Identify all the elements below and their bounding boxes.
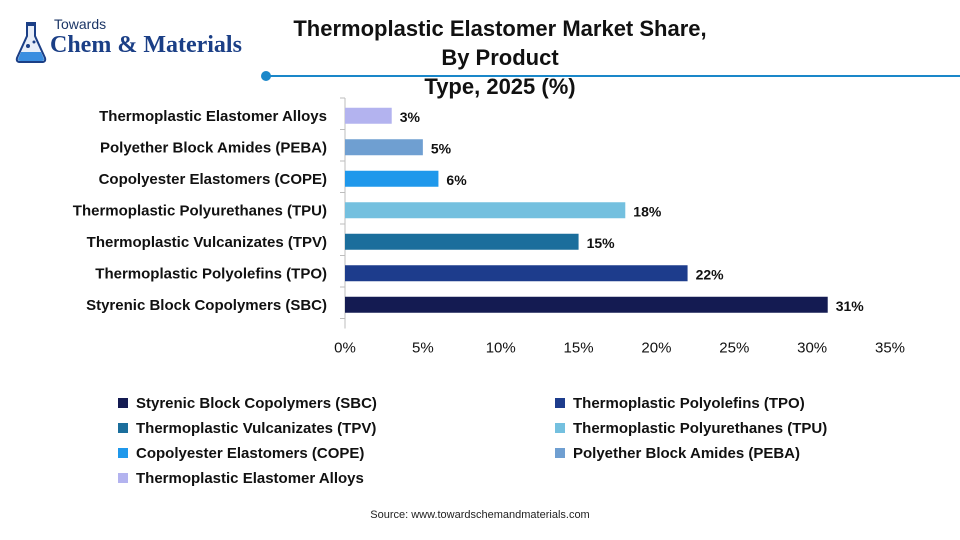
x-tick-label: 30%	[797, 340, 827, 357]
legend-item: Thermoplastic Elastomer Alloys	[118, 467, 364, 489]
legend-swatch	[555, 423, 565, 433]
x-tick-label: 25%	[719, 340, 749, 357]
x-tick-label: 20%	[641, 340, 671, 357]
legend-item: Styrenic Block Copolymers (SBC)	[118, 392, 377, 414]
logo-big-text: Chem & Materials	[50, 32, 242, 58]
bar-chart: Thermoplastic Elastomer Alloys 3% Polyethe…	[73, 97, 905, 357]
data-label: 3%	[400, 109, 421, 125]
bar	[345, 265, 688, 282]
chart-title: Thermoplastic Elastomer Market Share, By…	[290, 14, 710, 101]
category-label: Thermoplastic Elastomer Alloys	[99, 108, 327, 125]
bar	[345, 233, 579, 250]
data-label: 5%	[431, 140, 452, 156]
category-label: Thermoplastic Polyurethanes (TPU)	[73, 202, 327, 219]
legend-swatch	[555, 448, 565, 458]
legend-label: Thermoplastic Elastomer Alloys	[136, 469, 364, 487]
bar	[345, 139, 423, 156]
bar	[345, 170, 439, 187]
category-label: Polyether Block Amides (PEBA)	[100, 139, 327, 156]
legend-item: Polyether Block Amides (PEBA)	[555, 442, 800, 464]
legend-swatch	[118, 423, 128, 433]
legend-label: Copolyester Elastomers (COPE)	[136, 444, 365, 462]
legend-swatch	[118, 473, 128, 483]
legend-item: Copolyester Elastomers (COPE)	[118, 442, 364, 464]
bar	[345, 202, 626, 219]
bar	[345, 107, 392, 124]
brand-logo: Towards Chem & Materials	[14, 14, 254, 66]
legend-label: Styrenic Block Copolymers (SBC)	[136, 394, 377, 412]
flask-icon	[15, 22, 47, 63]
legend-swatch	[555, 398, 565, 408]
legend-item: Thermoplastic Vulcanizates (TPV)	[118, 417, 376, 439]
data-label: 15%	[587, 235, 616, 251]
legend-item: Thermoplastic Polyurethanes (TPU)	[555, 417, 827, 439]
data-label: 31%	[836, 298, 865, 314]
legend-label: Thermoplastic Polyurethanes (TPU)	[573, 419, 828, 437]
source-note: Source: www.towardschemandmaterials.com	[370, 509, 590, 521]
legend-swatch	[118, 448, 128, 458]
x-tick-label: 35%	[875, 340, 905, 357]
chart-legend: Styrenic Block Copolymers (SBC) Thermopla…	[118, 392, 918, 492]
title-divider	[261, 71, 960, 81]
bar	[345, 296, 828, 313]
data-label: 18%	[633, 203, 662, 219]
category-label: Copolyester Elastomers (COPE)	[99, 171, 327, 188]
x-tick-label: 15%	[564, 340, 594, 357]
data-label: 22%	[696, 266, 725, 282]
logo-small-text: Towards	[54, 16, 107, 32]
category-label: Thermoplastic Polyolefins (TPO)	[95, 265, 327, 282]
category-label: Thermoplastic Vulcanizates (TPV)	[87, 234, 327, 251]
chart-title-line-2: Type, 2025 (%)	[424, 74, 576, 99]
x-tick-label: 10%	[486, 340, 516, 357]
category-label: Styrenic Block Copolymers (SBC)	[86, 297, 327, 314]
chart-title-line-1: Thermoplastic Elastomer Market Share, By…	[293, 16, 707, 70]
legend-swatch	[118, 398, 128, 408]
x-tick-label: 5%	[412, 340, 434, 357]
legend-label: Thermoplastic Vulcanizates (TPV)	[136, 419, 377, 437]
legend-label: Polyether Block Amides (PEBA)	[573, 444, 800, 462]
data-label: 6%	[446, 172, 467, 188]
legend-label: Thermoplastic Polyolefins (TPO)	[573, 394, 805, 412]
x-tick-label: 0%	[334, 340, 356, 357]
legend-item: Thermoplastic Polyolefins (TPO)	[555, 392, 805, 414]
